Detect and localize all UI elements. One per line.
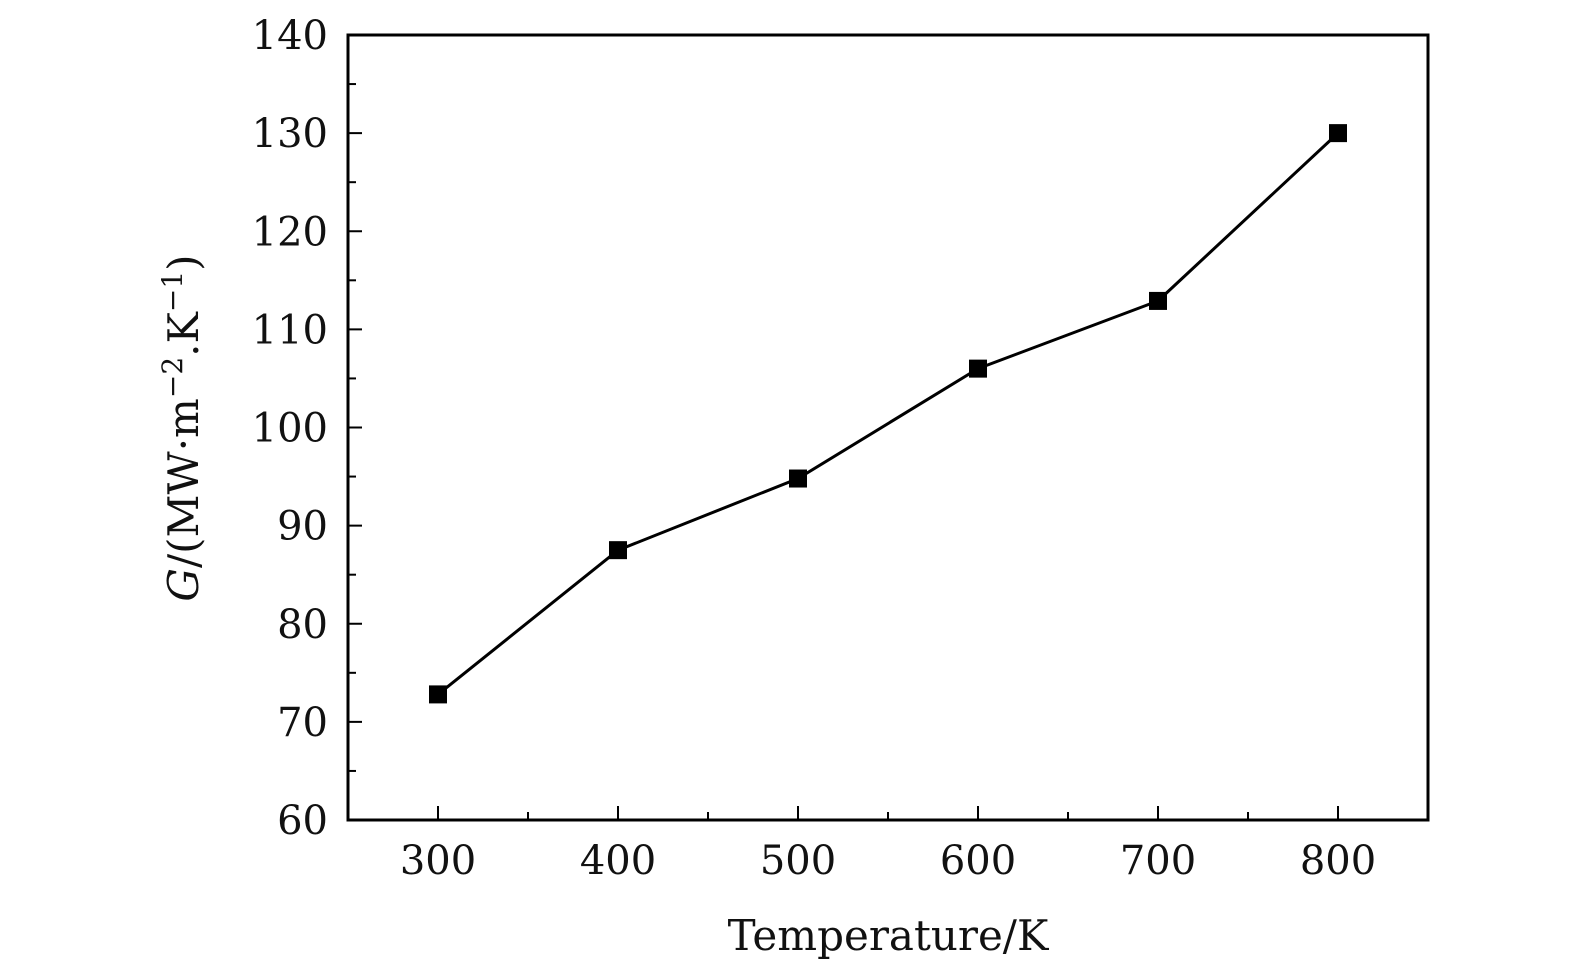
y-tick-label: 70: [277, 700, 328, 746]
y-tick-label: 90: [277, 504, 328, 550]
x-axis-tick-labels: 300 400 500 600 700 800: [400, 838, 1376, 884]
y-axis-unit-mid: .K: [159, 310, 208, 356]
series-line: [437, 132, 1340, 696]
y-axis-unit-close: ): [159, 254, 208, 270]
y-axis-unit-open: /(MW·m: [159, 398, 208, 568]
y-axis-exponent-2: −1: [156, 271, 189, 312]
y-axis-exponent-1: −2: [156, 357, 189, 398]
data-point-marker: [609, 541, 627, 560]
data-point-marker: [789, 469, 807, 488]
y-axis-tick-labels: 60 70 80 90 100 110 120 130 140: [252, 13, 328, 844]
y-axis-ticks: [348, 34, 362, 821]
data-point-marker: [1329, 124, 1347, 143]
data-point-marker: [429, 685, 447, 704]
x-tick-label: 300: [400, 838, 476, 884]
y-tick-label: 110: [252, 307, 328, 353]
x-tick-label: 500: [760, 838, 836, 884]
y-tick-label: 120: [252, 209, 328, 255]
data-point-marker: [1149, 291, 1167, 310]
y-tick-label: 80: [277, 602, 328, 648]
x-axis-ticks: [437, 806, 1339, 820]
y-axis-symbol: G: [159, 568, 208, 602]
y-tick-label: 130: [252, 111, 328, 157]
x-tick-label: 400: [580, 838, 656, 884]
plot-area-frame: [346, 33, 1430, 822]
series-group: [429, 124, 1347, 704]
y-tick-label: 60: [277, 798, 328, 844]
x-tick-label: 700: [1120, 838, 1196, 884]
y-axis-title: G/(MW·m−2.K−1): [156, 254, 208, 601]
x-axis-title: Temperature/K: [728, 911, 1050, 960]
data-point-marker: [969, 359, 987, 378]
x-tick-label: 600: [940, 838, 1016, 884]
y-tick-label: 140: [252, 13, 328, 59]
x-tick-label: 800: [1300, 838, 1376, 884]
y-tick-label: 100: [252, 406, 328, 452]
